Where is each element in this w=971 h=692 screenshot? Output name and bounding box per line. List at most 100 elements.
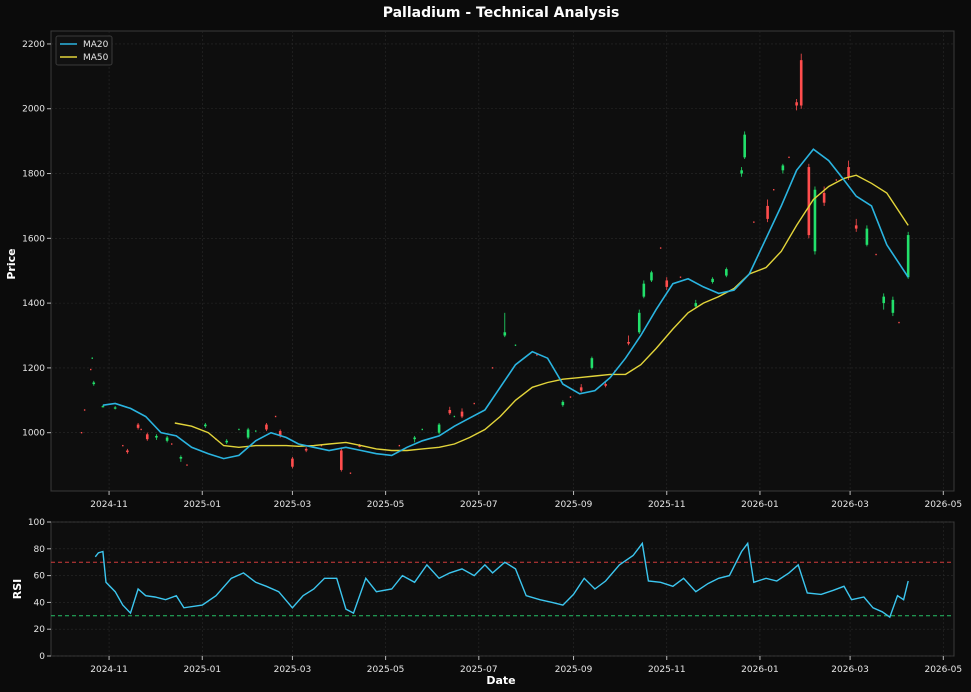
candle-body <box>807 167 811 236</box>
rsi-y-tick-label: 40 <box>34 598 46 608</box>
price-x-tick-label: 2025-01 <box>183 500 221 510</box>
candle-body <box>265 424 268 430</box>
candle-body <box>113 407 117 409</box>
candle-body <box>590 358 594 368</box>
price-y-tick-label: 1200 <box>22 364 45 374</box>
candle-body <box>136 424 140 428</box>
rsi-y-ticks: 0 20 40 60 80 100 <box>28 518 51 662</box>
candle-body <box>906 235 910 278</box>
price-point <box>90 368 92 371</box>
candle-body <box>604 384 607 386</box>
legend-ma20-label: MA20 <box>83 40 109 50</box>
candle-body <box>101 406 105 408</box>
price-point <box>835 179 838 181</box>
price-panel <box>50 30 955 492</box>
rsi-x-tick-label: 2026-01 <box>741 665 779 675</box>
rsi-x-tick-label: 2025-11 <box>648 665 686 675</box>
x-axis-label: Date <box>486 674 515 687</box>
candle-body <box>740 170 743 174</box>
candle-body <box>813 189 817 252</box>
candle-body <box>561 401 565 406</box>
candle-body <box>725 269 728 276</box>
ma20-line <box>102 148 909 460</box>
candle-body <box>743 134 746 158</box>
price-point <box>773 189 775 191</box>
candle-body <box>155 435 158 438</box>
rsi-x-tick-label: 2025-03 <box>274 665 312 675</box>
candle-body <box>503 332 507 336</box>
price-x-ticks: 2024-11 2025-01 2025-03 2025-05 2025-07 2025-… <box>90 491 962 510</box>
price-point <box>320 444 323 447</box>
candle-body <box>854 225 858 229</box>
candle-body <box>847 167 850 177</box>
price-y-tick-label: 1800 <box>22 170 45 180</box>
price-y-tick-label: 1600 <box>22 234 45 244</box>
price-x-tick-label: 2024-11 <box>90 500 128 510</box>
rsi-y-axis-label: RSI <box>11 579 24 600</box>
price-x-tick-label: 2025-11 <box>648 500 686 510</box>
ma50-line <box>174 174 909 452</box>
chart-title: Palladium - Technical Analysis <box>383 5 620 21</box>
rsi-y-tick-label: 60 <box>34 572 46 582</box>
price-point <box>122 444 124 447</box>
rsi-y-tick-label: 0 <box>39 652 45 662</box>
rsi-line <box>94 541 909 619</box>
rsi-panel <box>50 521 955 657</box>
price-y-ticks: 1000 1200 1400 1600 1800 2000 2200 <box>22 40 51 439</box>
price-point <box>514 344 517 346</box>
candle-body <box>179 456 183 459</box>
price-x-tick-label: 2025-03 <box>274 500 312 510</box>
candle-body <box>882 296 886 304</box>
price-x-tick-label: 2025-07 <box>460 500 498 510</box>
price-point <box>491 367 494 369</box>
price-point <box>83 409 86 411</box>
price-point <box>186 464 188 466</box>
candle-body <box>642 283 646 297</box>
candle-body <box>204 424 207 427</box>
rsi-x-tick-label: 2025-05 <box>367 665 405 675</box>
price-x-tick-label: 2025-05 <box>367 500 405 510</box>
price-point <box>453 415 456 418</box>
price-point <box>255 430 257 432</box>
candle-body <box>637 312 641 333</box>
rsi-x-tick-label: 2026-03 <box>831 665 869 675</box>
price-point <box>274 415 277 418</box>
price-grid <box>51 31 954 491</box>
rsi-x-ticks: 2024-11 2025-01 2025-03 2025-05 2025-07 2025-… <box>90 656 962 675</box>
candle-body <box>781 165 785 171</box>
price-candles <box>92 53 910 472</box>
candle-body <box>92 382 96 385</box>
price-x-tick-label: 2026-01 <box>741 500 779 510</box>
rsi-x-tick-label: 2025-09 <box>555 665 593 675</box>
candle-body <box>413 437 416 440</box>
price-point <box>473 402 475 405</box>
candle-body <box>225 440 229 443</box>
price-point <box>140 428 142 431</box>
price-y-tick-label: 2000 <box>22 105 45 115</box>
price-point <box>753 221 755 223</box>
price-point <box>659 247 662 249</box>
candle-body <box>437 424 441 433</box>
candle-body <box>165 437 169 441</box>
candle-body <box>711 278 714 283</box>
price-y-tick-label: 1000 <box>22 429 45 439</box>
candle-body <box>650 272 653 281</box>
candle-body <box>865 228 869 245</box>
candle-body <box>358 445 361 447</box>
rsi-y-tick-label: 20 <box>34 625 46 635</box>
price-y-tick-label: 2200 <box>22 40 45 50</box>
price-point <box>171 443 173 445</box>
candle-body <box>278 431 282 436</box>
price-point <box>536 354 538 356</box>
candle-body <box>665 280 669 287</box>
price-y-tick-label: 1400 <box>22 299 45 309</box>
candle-body <box>627 341 630 344</box>
rsi-x-tick-label: 2025-01 <box>183 665 221 675</box>
legend: MA20 MA50 <box>55 35 113 66</box>
price-y-axis-label: Price <box>5 248 18 279</box>
price-x-tick-label: 2026-05 <box>924 500 962 510</box>
rsi-y-tick-label: 100 <box>28 518 45 528</box>
candle-body <box>291 458 294 467</box>
